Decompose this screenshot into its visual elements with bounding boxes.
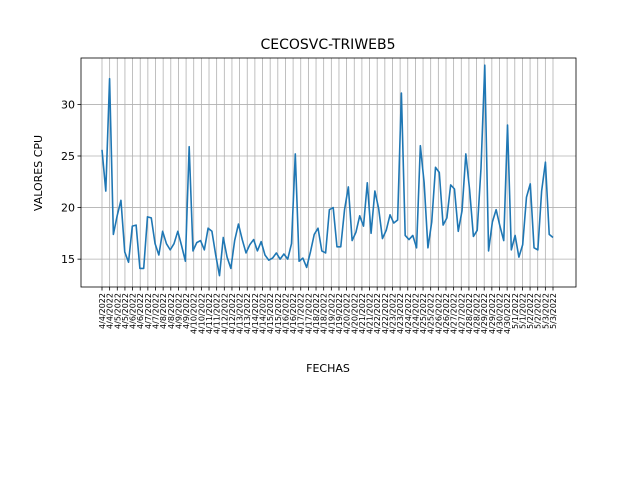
x-tick-label: 4/20/2022	[350, 293, 359, 334]
x-tick-label: 4/25/2022	[427, 293, 436, 334]
x-tick-label: 4/21/2022	[366, 293, 375, 334]
x-tick-label: 4/13/2022	[243, 293, 252, 334]
x-tick-label: 4/4/2022	[106, 293, 115, 329]
x-tick-label: 4/16/2022	[289, 293, 298, 334]
x-tick-label: 4/26/2022	[434, 293, 443, 334]
x-tick-label: 4/9/2022	[174, 293, 183, 329]
x-tick-label: 4/25/2022	[419, 293, 428, 334]
series-line	[101, 64, 554, 277]
x-tick-label: 4/10/2022	[190, 293, 199, 334]
x-tick-label: 4/8/2022	[159, 293, 168, 329]
x-tick-label: 4/17/2022	[304, 293, 313, 334]
x-tick-label: 4/23/2022	[396, 293, 405, 334]
plot-area	[80, 57, 577, 288]
x-tick-label: 5/2/2022	[534, 293, 543, 329]
x-tick-label: 4/21/2022	[358, 293, 367, 334]
y-tick-label: 25	[61, 150, 75, 163]
x-tick-label: 4/30/2022	[495, 293, 504, 334]
x-tick-label: 4/11/2022	[213, 293, 222, 334]
x-tick-label: 4/18/2022	[320, 293, 329, 334]
x-tick-label: 4/19/2022	[335, 293, 344, 334]
x-tick-label: 4/19/2022	[327, 293, 336, 334]
x-tick-label: 4/14/2022	[251, 293, 260, 334]
x-tick-label: 4/10/2022	[197, 293, 206, 334]
x-tick-label: 4/24/2022	[404, 293, 413, 334]
x-tick-label: 4/15/2022	[266, 293, 275, 334]
chart-title: CECOSVC-TRIWEB5	[260, 37, 395, 53]
y-tick-label: 30	[61, 98, 75, 111]
x-tick-label: 4/27/2022	[457, 293, 466, 334]
x-tick-label: 4/14/2022	[259, 293, 268, 334]
x-tick-label: 4/28/2022	[465, 293, 474, 334]
x-tick-label: 4/20/2022	[343, 293, 352, 334]
x-tick-label: 4/9/2022	[182, 293, 191, 329]
x-tick-label: 4/29/2022	[488, 293, 497, 334]
x-tick-label: 4/15/2022	[274, 293, 283, 334]
x-tick-label: 4/6/2022	[129, 293, 138, 329]
x-tick-label: 5/2/2022	[526, 293, 535, 329]
x-tick-label: 4/27/2022	[450, 293, 459, 334]
x-tick-label: 4/7/2022	[144, 293, 153, 329]
x-axis-ticks: 4/4/20224/4/20224/5/20224/5/20224/6/2022…	[98, 287, 558, 334]
x-tick-label: 4/5/2022	[121, 293, 130, 329]
x-tick-label: 4/5/2022	[113, 293, 122, 329]
x-tick-label: 4/12/2022	[220, 293, 229, 334]
x-tick-label: 4/4/2022	[98, 293, 107, 329]
x-tick-label: 4/7/2022	[152, 293, 161, 329]
x-tick-label: 4/17/2022	[297, 293, 306, 334]
x-tick-label: 4/23/2022	[388, 293, 397, 334]
x-tick-label: 5/3/2022	[541, 293, 550, 329]
x-tick-label: 4/30/2022	[503, 293, 512, 334]
x-tick-label: 4/16/2022	[281, 293, 290, 334]
x-tick-label: 4/28/2022	[473, 293, 482, 334]
x-axis-label: FECHAS	[306, 362, 350, 375]
x-tick-label: 4/22/2022	[373, 293, 382, 334]
x-tick-label: 4/22/2022	[381, 293, 390, 334]
y-axis-ticks: 15 20 25 30	[61, 98, 81, 266]
grid-lines	[81, 58, 576, 287]
x-tick-label: 4/11/2022	[205, 293, 214, 334]
x-tick-label: 4/13/2022	[236, 293, 245, 334]
x-tick-label: 5/1/2022	[511, 293, 520, 329]
x-tick-label: 4/26/2022	[442, 293, 451, 334]
x-tick-label: 4/18/2022	[312, 293, 321, 334]
y-axis-label: VALORES CPU	[32, 135, 45, 211]
x-tick-label: 4/29/2022	[480, 293, 489, 334]
x-tick-label: 4/24/2022	[411, 293, 420, 334]
y-tick-label: 20	[61, 202, 75, 215]
x-tick-label: 4/8/2022	[167, 293, 176, 329]
x-tick-label: 4/6/2022	[136, 293, 145, 329]
y-tick-label: 15	[61, 253, 75, 266]
x-tick-label: 5/3/2022	[549, 293, 558, 329]
x-tick-label: 4/12/2022	[228, 293, 237, 334]
x-tick-label: 5/1/2022	[518, 293, 527, 329]
